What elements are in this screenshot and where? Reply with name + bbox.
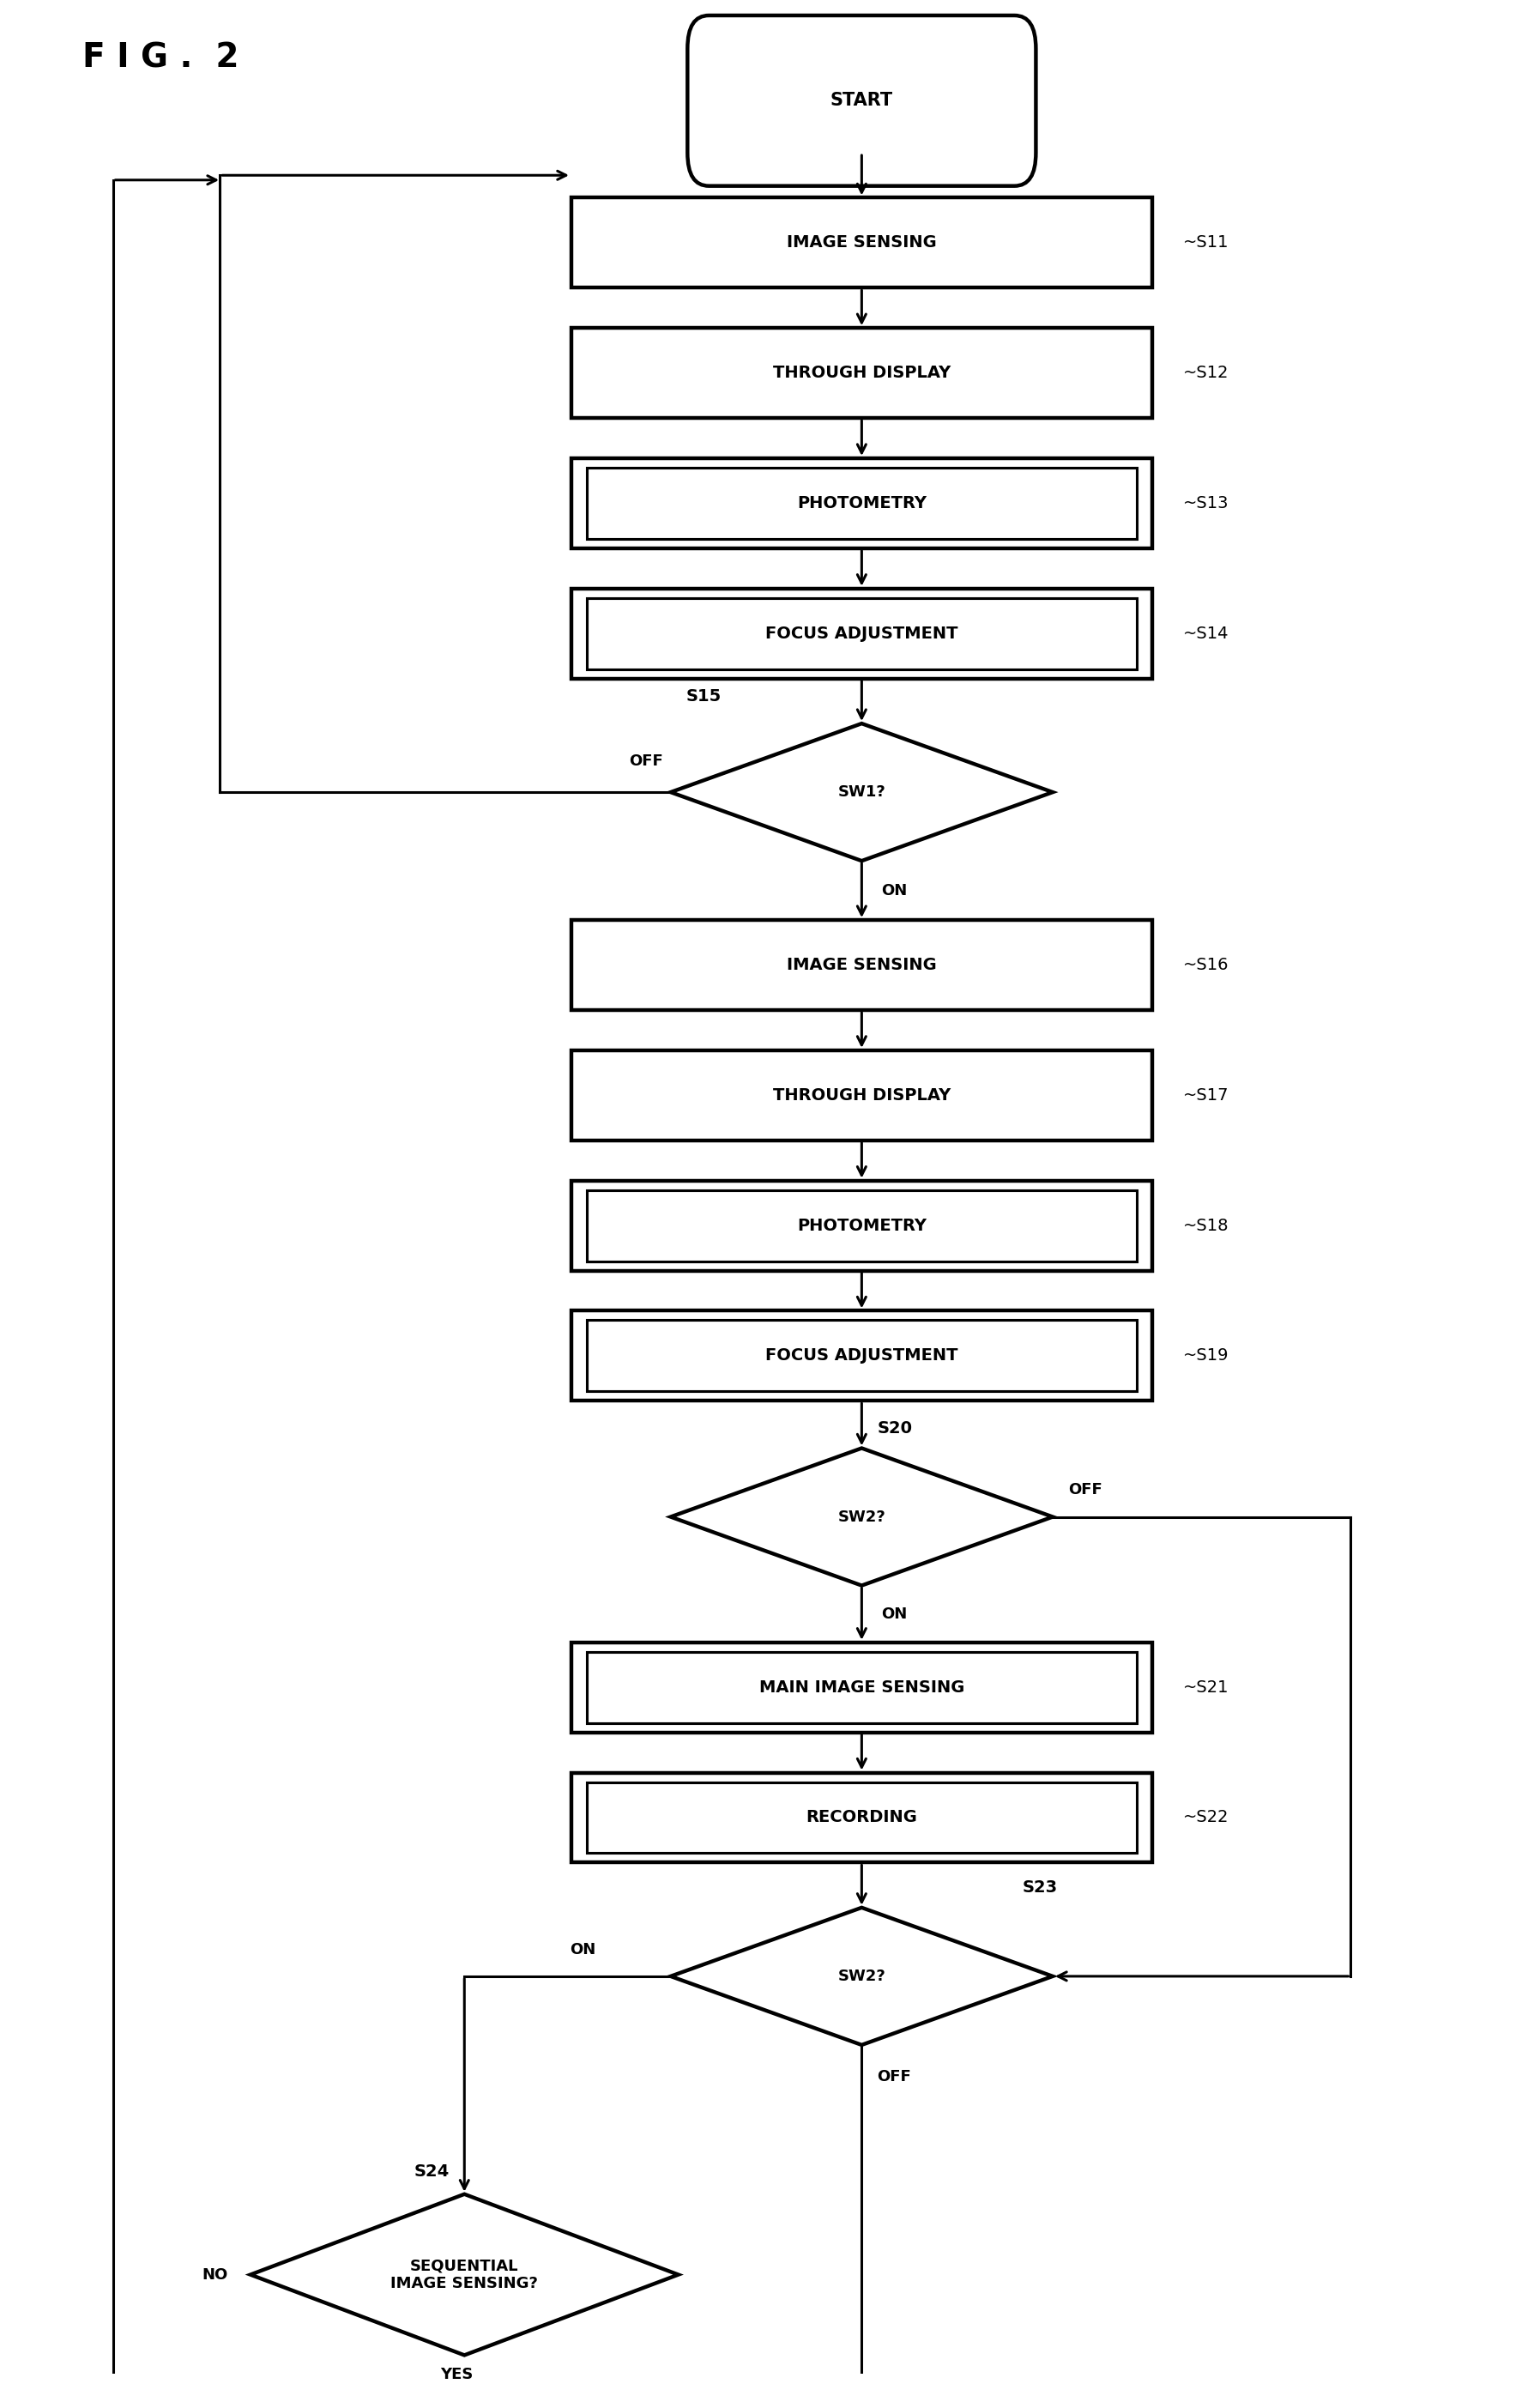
Text: OFF: OFF bbox=[876, 2070, 912, 2084]
Polygon shape bbox=[671, 1448, 1053, 1585]
Text: ~S18: ~S18 bbox=[1183, 1217, 1229, 1233]
Text: FOCUS ADJUSTMENT: FOCUS ADJUSTMENT bbox=[765, 1348, 958, 1365]
Text: NO: NO bbox=[202, 2268, 228, 2282]
Text: OFF: OFF bbox=[1067, 1482, 1103, 1499]
Text: SW1?: SW1? bbox=[838, 784, 885, 801]
Text: PHOTOMETRY: PHOTOMETRY bbox=[796, 1217, 927, 1233]
Text: IMAGE SENSING: IMAGE SENSING bbox=[787, 234, 936, 251]
Bar bbox=[587, 598, 1137, 669]
Text: IMAGE SENSING: IMAGE SENSING bbox=[787, 956, 936, 973]
Text: ~S21: ~S21 bbox=[1183, 1680, 1229, 1695]
FancyBboxPatch shape bbox=[687, 14, 1036, 186]
Text: ON: ON bbox=[570, 1941, 596, 1957]
Text: ~S16: ~S16 bbox=[1183, 956, 1229, 973]
Bar bbox=[571, 588, 1152, 679]
Bar bbox=[571, 920, 1152, 1011]
Text: THROUGH DISPLAY: THROUGH DISPLAY bbox=[773, 1087, 950, 1104]
Bar bbox=[587, 1783, 1137, 1852]
Text: S15: S15 bbox=[685, 688, 721, 705]
Text: ~S14: ~S14 bbox=[1183, 626, 1229, 641]
Text: RECORDING: RECORDING bbox=[805, 1809, 918, 1826]
Text: SW2?: SW2? bbox=[838, 1969, 885, 1984]
Text: S23: S23 bbox=[1023, 1879, 1058, 1895]
Text: ON: ON bbox=[881, 1606, 907, 1623]
Text: OFF: OFF bbox=[628, 753, 664, 770]
Bar bbox=[587, 1651, 1137, 1723]
Text: FOCUS ADJUSTMENT: FOCUS ADJUSTMENT bbox=[765, 626, 958, 641]
Bar bbox=[587, 468, 1137, 538]
Bar bbox=[571, 1773, 1152, 1862]
Text: SW2?: SW2? bbox=[838, 1508, 885, 1525]
Text: THROUGH DISPLAY: THROUGH DISPLAY bbox=[773, 366, 950, 380]
Text: ~S13: ~S13 bbox=[1183, 495, 1229, 511]
Bar bbox=[571, 327, 1152, 418]
Bar bbox=[571, 198, 1152, 287]
Text: YES: YES bbox=[440, 2366, 473, 2383]
Text: ~S11: ~S11 bbox=[1183, 234, 1229, 251]
Text: MAIN IMAGE SENSING: MAIN IMAGE SENSING bbox=[759, 1680, 964, 1695]
Bar bbox=[571, 1642, 1152, 1733]
Text: S20: S20 bbox=[876, 1420, 912, 1436]
Text: F I G .  2: F I G . 2 bbox=[82, 41, 239, 74]
Bar bbox=[587, 1190, 1137, 1262]
Text: ~S17: ~S17 bbox=[1183, 1087, 1229, 1104]
Text: PHOTOMETRY: PHOTOMETRY bbox=[796, 495, 927, 511]
Bar bbox=[571, 1310, 1152, 1401]
Text: ~S19: ~S19 bbox=[1183, 1348, 1229, 1365]
Bar bbox=[571, 1181, 1152, 1271]
Bar bbox=[571, 1049, 1152, 1140]
Text: START: START bbox=[830, 93, 893, 110]
Text: S24: S24 bbox=[414, 2163, 450, 2180]
Polygon shape bbox=[671, 1907, 1053, 2046]
Bar bbox=[571, 459, 1152, 547]
Text: SEQUENTIAL
IMAGE SENSING?: SEQUENTIAL IMAGE SENSING? bbox=[391, 2259, 537, 2292]
Polygon shape bbox=[251, 2194, 678, 2354]
Text: ~S22: ~S22 bbox=[1183, 1809, 1229, 1826]
Bar bbox=[587, 1319, 1137, 1391]
Text: ~S12: ~S12 bbox=[1183, 366, 1229, 380]
Polygon shape bbox=[671, 724, 1053, 860]
Text: ON: ON bbox=[881, 882, 907, 899]
